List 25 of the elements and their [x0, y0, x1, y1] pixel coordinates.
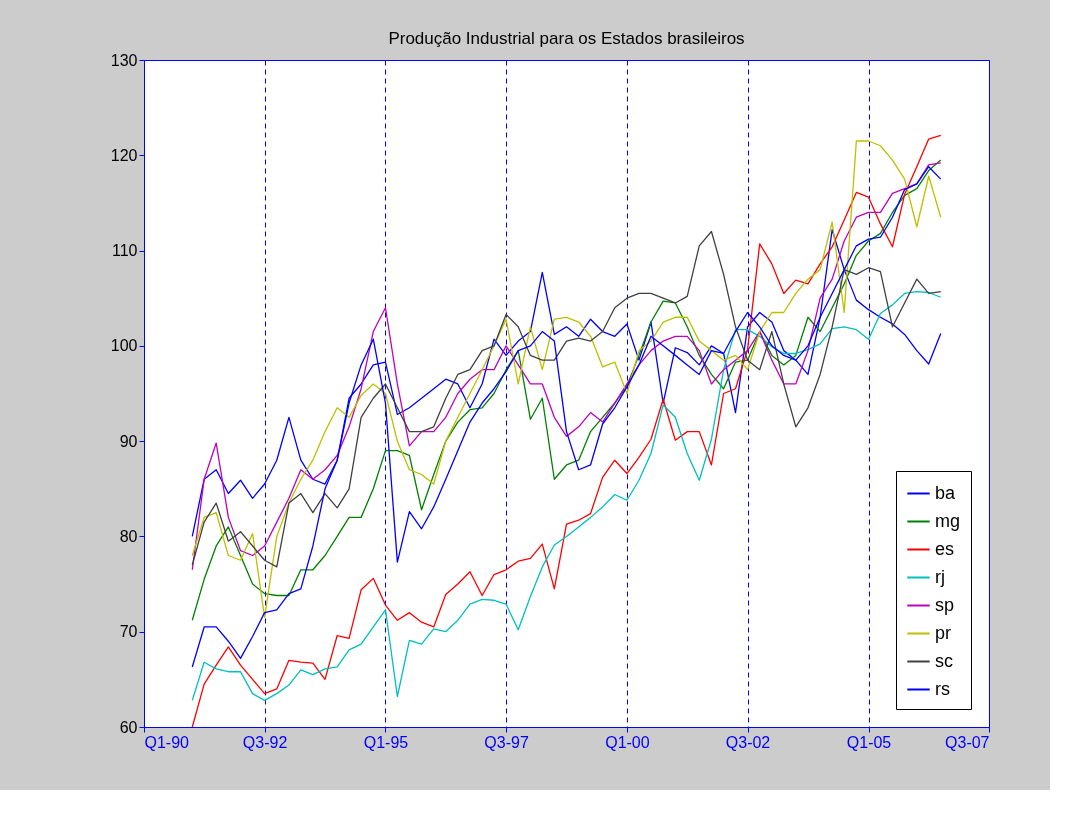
x-tick-label: Q1-05 [846, 733, 892, 751]
y-tick-label: 80 [119, 527, 138, 545]
x-tick-label: Q1-95 [363, 733, 409, 751]
legend-label: pr [935, 622, 952, 643]
y-tick-label: 110 [111, 242, 138, 260]
x-tick-label: Q3-92 [242, 733, 288, 751]
y-tick-label: 100 [110, 337, 138, 355]
legend-label: rs [935, 678, 950, 699]
legend-label: sc [935, 650, 953, 671]
legend-label: es [935, 538, 955, 559]
chart-title: Produção Industrial para os Estados brasileiros [388, 29, 745, 48]
y-tick-label: 120 [110, 146, 138, 164]
legend-label: ba [935, 482, 957, 503]
y-tick-label: 70 [119, 623, 138, 641]
legend-label: mg [935, 510, 961, 531]
x-tick-label: Q1-00 [605, 733, 650, 751]
x-tick-label: Q3-07 [945, 733, 990, 751]
y-tick-label: 60 [119, 718, 138, 736]
y-tick-label: 130 [110, 51, 138, 69]
legend-label: rj [935, 566, 945, 587]
x-tick-label: Q3-02 [725, 733, 771, 751]
x-tick-label: Q1-90 [144, 733, 190, 751]
y-tick-label: 90 [119, 432, 138, 450]
legend-label: sp [935, 594, 955, 615]
x-tick-label: Q3-97 [484, 733, 529, 751]
